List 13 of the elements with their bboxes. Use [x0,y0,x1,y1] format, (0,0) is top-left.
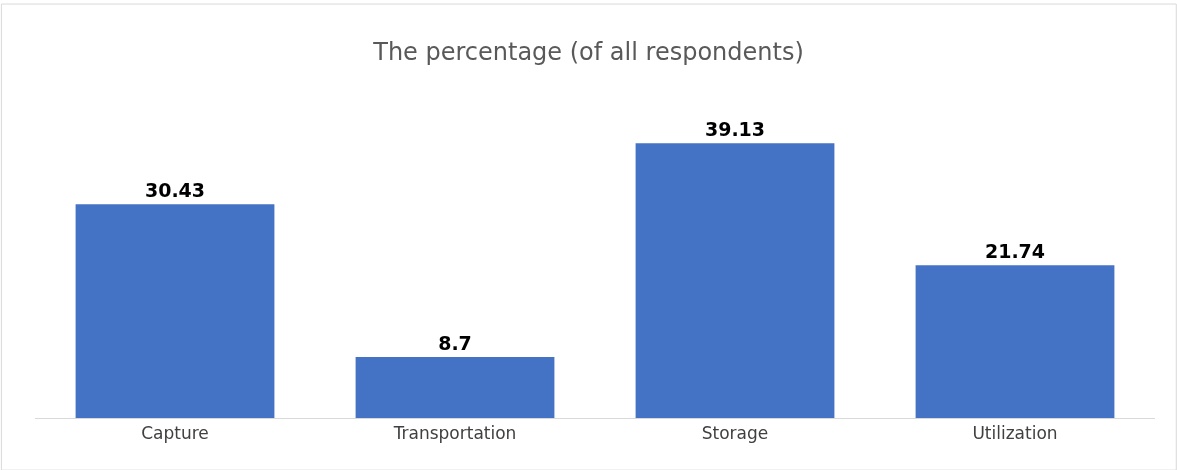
x-tick-label: Transportation [392,423,517,444]
bar [915,265,1115,418]
bar [355,356,555,418]
data-label: 39.13 [704,118,766,141]
x-tick-label: Utilization [972,423,1058,444]
x-tick-label: Storage [701,423,769,444]
bar [75,204,275,418]
bar [635,143,835,418]
data-label: 8.7 [438,331,472,354]
data-label: 21.74 [984,240,1046,263]
x-tick-label: Capture [141,423,209,444]
chart-title: The percentage (of all respondents) [372,38,804,67]
data-label: 30.43 [144,179,206,202]
